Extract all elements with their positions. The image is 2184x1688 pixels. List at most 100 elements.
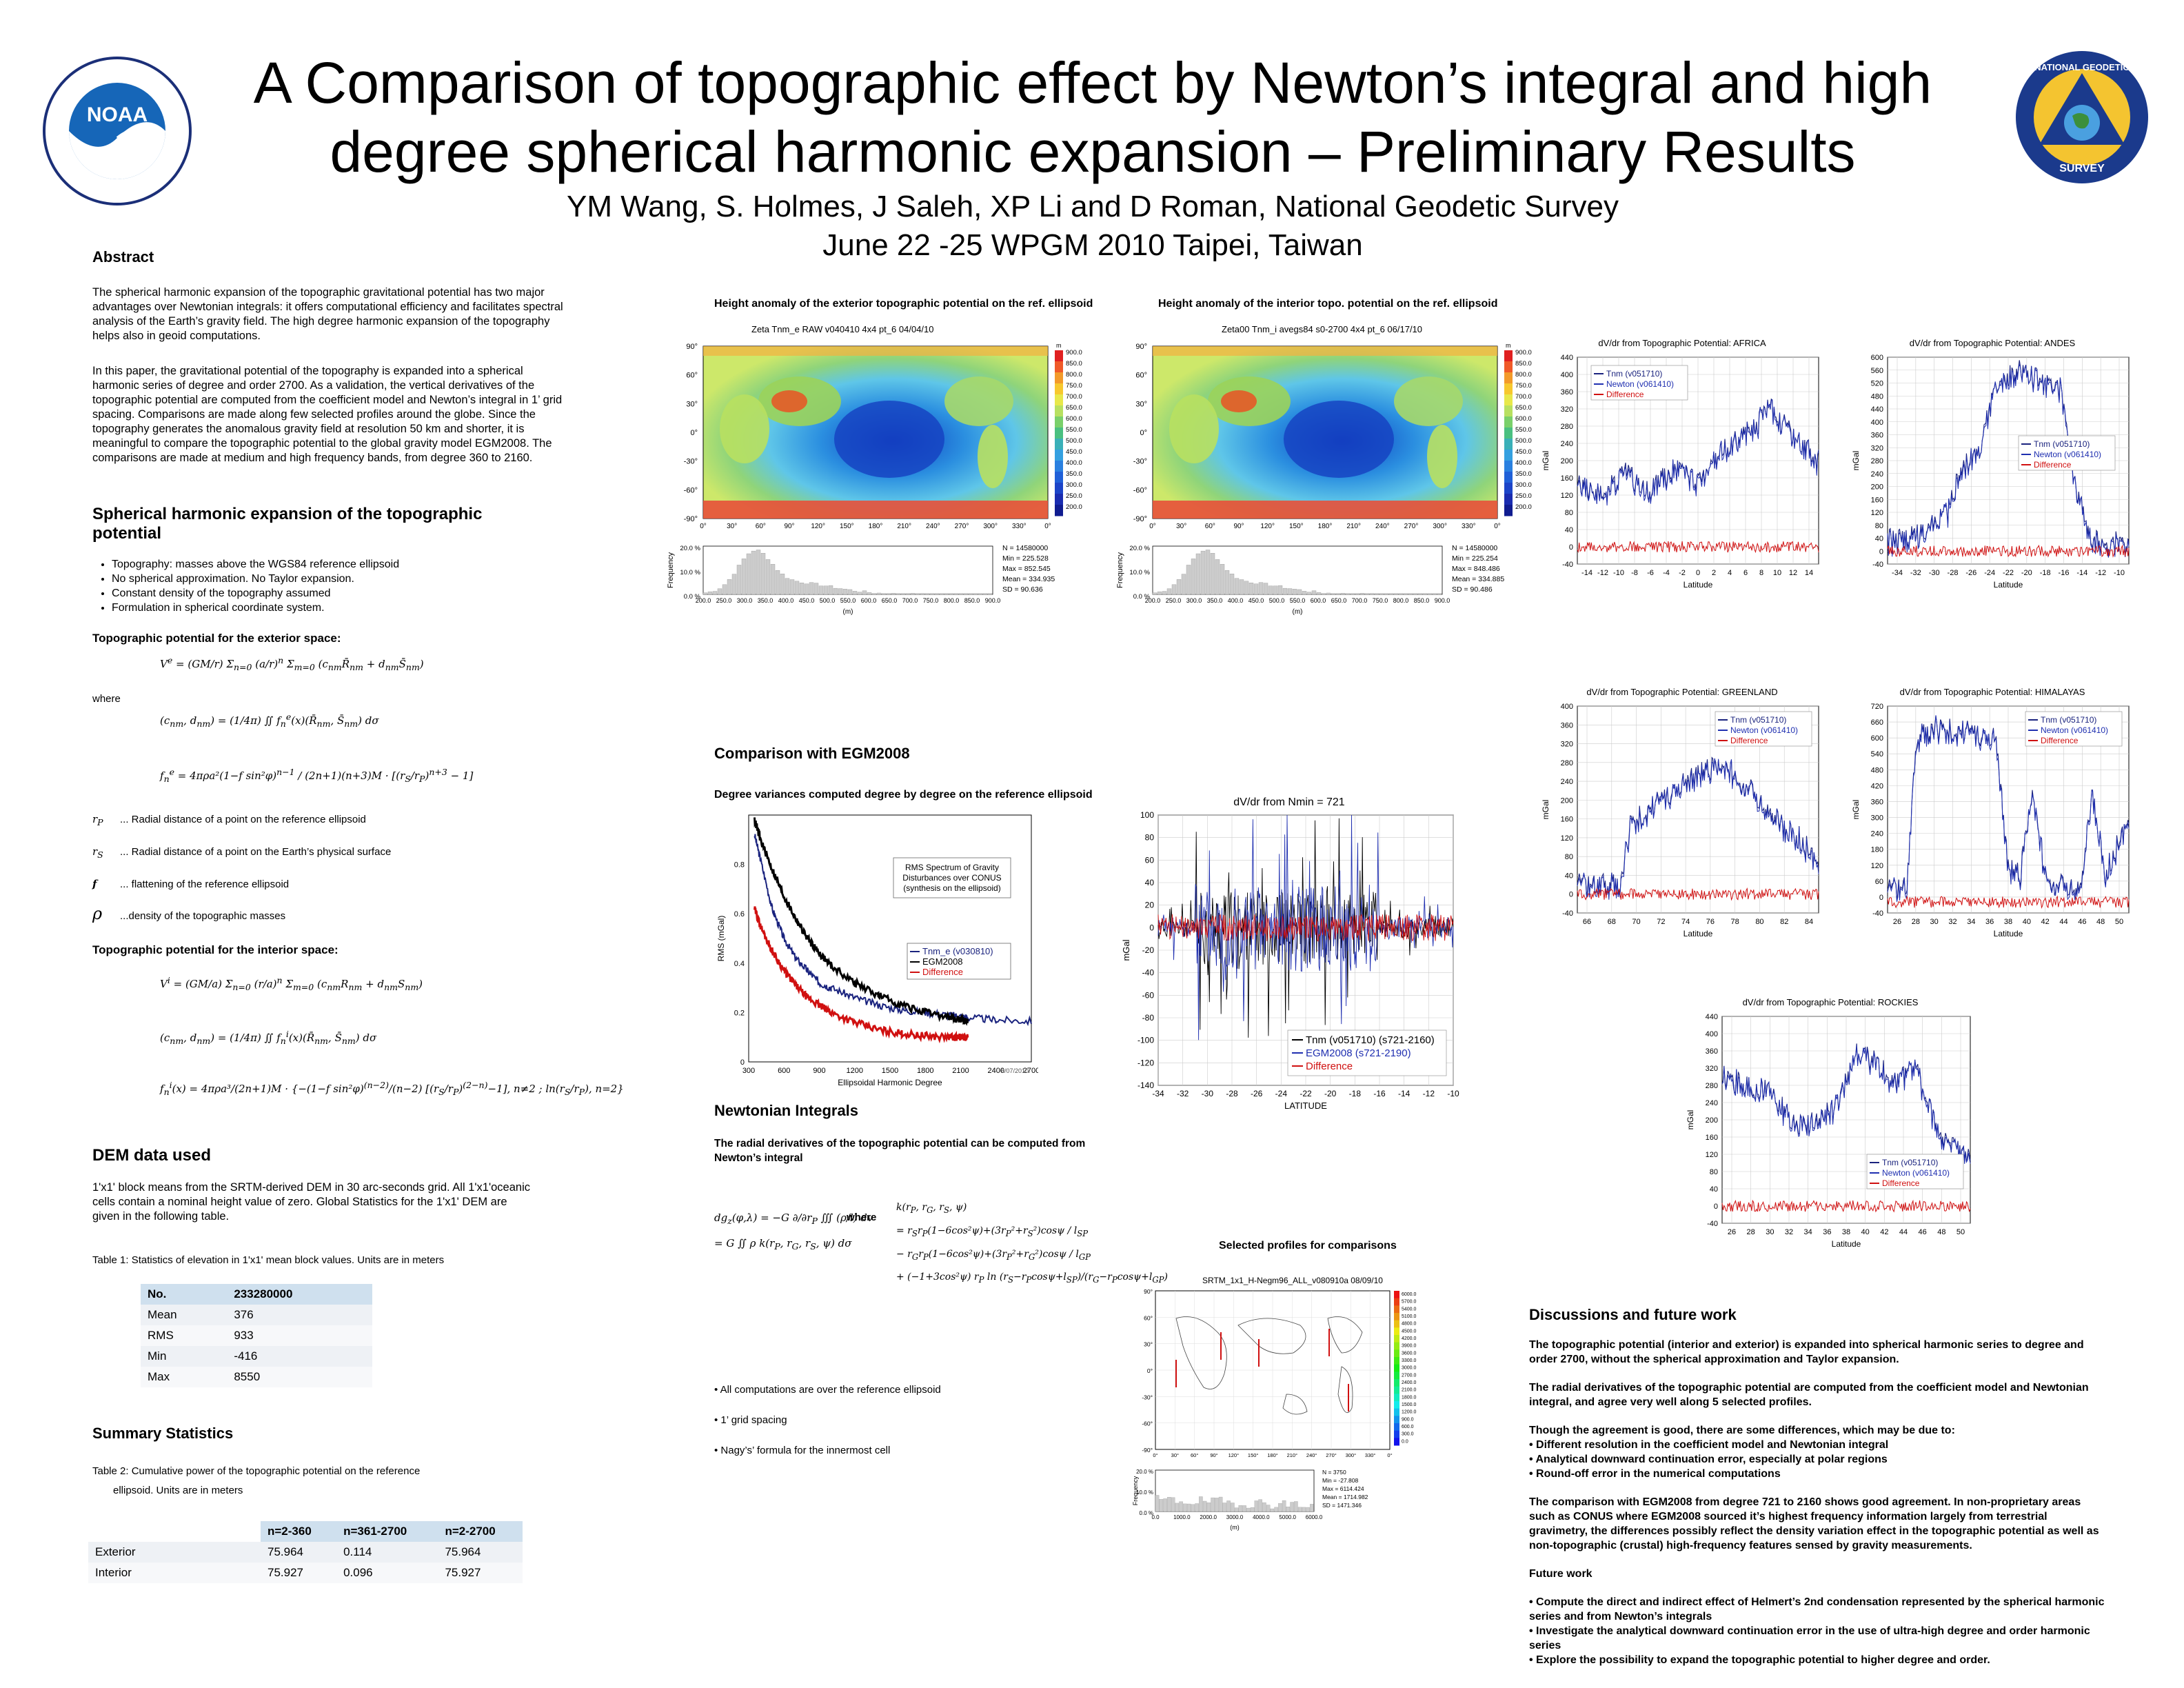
colorbar-label: 4200.0 [1402, 1336, 1417, 1341]
tick-label: 60° [756, 523, 766, 530]
tick-label: 320 [1706, 1065, 1718, 1073]
histogram-bar [1175, 1503, 1180, 1512]
table-row: n=2-360 n=361-2700 n=2-2700 [88, 1521, 523, 1542]
legend-entry: Tnm_e (v030810) [922, 946, 993, 956]
histogram-bar [1191, 1504, 1195, 1512]
legend-entry: Difference [2034, 460, 2072, 470]
tick-label: 76 [1706, 918, 1715, 926]
tick-label: 80 [1565, 509, 1573, 517]
colorbar-label: 2400.0 [1402, 1380, 1417, 1385]
series-line-difference [1887, 895, 2130, 909]
x-axis-label: Latitude [1994, 929, 2023, 938]
tick-label: 360 [1871, 798, 1883, 806]
discussion-p3: Though the agreement is good, there are … [1529, 1425, 1955, 1436]
tick-label: 0° [700, 523, 707, 530]
histogram-bar [1340, 593, 1346, 595]
histogram-bar [1215, 559, 1220, 595]
land-america [944, 376, 1013, 426]
series-line [754, 817, 969, 1026]
histogram-bar [1263, 583, 1268, 595]
hist-x-label: 350.0 [1207, 597, 1223, 604]
legend-entry: Tnm (v051710) (s721-2160) [1306, 1034, 1435, 1046]
tick-label: 30 [1930, 918, 1939, 926]
tick-label: 42 [1880, 1228, 1888, 1236]
newton-bullet: • 1’ grid spacing [714, 1414, 787, 1426]
tick-label: 44 [1899, 1228, 1908, 1236]
table-cell: 75.964 [445, 1545, 481, 1558]
tick-label: -60° [1142, 1420, 1153, 1427]
histogram-bar [1359, 593, 1365, 595]
tick-label: 0.4 [734, 960, 745, 968]
rockies-profile-chart: dV/dr from Topographic Potential: ROCKIE… [1682, 993, 1979, 1262]
chart-svg: 90°60°30°0°-30°-60°-90°0° 30° 60° 90° 120° 15… [1132, 1288, 1417, 1531]
tick-label: 46 [2078, 918, 2086, 926]
colorbar-label: 750.0 [1515, 382, 1532, 390]
tick-label: 32 [1948, 918, 1957, 926]
tick-label: 120° [1228, 1452, 1240, 1458]
tick-label: 210° [1287, 1452, 1298, 1458]
tick-label: 4 [1728, 569, 1732, 577]
y-axis-label: mGal [1686, 1110, 1695, 1130]
colorbar-swatch [1504, 383, 1513, 395]
histogram-bar [838, 588, 843, 595]
tick-label: -32 [1910, 569, 1921, 577]
land-samerica [978, 425, 1008, 488]
tick-label: 30° [1176, 523, 1186, 530]
tick-label: 330° [1365, 1452, 1376, 1458]
histogram-bar [1171, 1497, 1175, 1512]
tick-label: -40 [1707, 1220, 1718, 1228]
hist-x-label: 600.0 [861, 597, 877, 604]
hist-x-label: 200.0 [696, 597, 711, 604]
chart-svg: dV/dr from Topographic Potential: HIMALA… [1851, 687, 2130, 938]
histogram-bar [1316, 592, 1322, 595]
histogram-bar [1167, 1497, 1171, 1512]
colorbar-label: 3000.0 [1402, 1366, 1417, 1371]
histogram-bar [789, 579, 795, 595]
colorbar-swatch [1394, 1438, 1399, 1446]
legend-entry: Difference [1882, 1178, 1920, 1188]
tick-label: 240 [1706, 1099, 1718, 1107]
colorbar-label: 1200.0 [1402, 1410, 1417, 1415]
tick-label: 60° [686, 372, 698, 380]
colorbar-label: 5400.0 [1402, 1307, 1417, 1312]
tick-label: 48 [2096, 918, 2105, 926]
colorbar-swatch [1055, 428, 1063, 439]
colorbar-swatch [1504, 405, 1513, 417]
histogram-bar [910, 593, 916, 595]
tick-label: 0 [1569, 543, 1573, 552]
abstract-p1: The spherical harmonic expansion of the … [92, 286, 563, 342]
histogram-bar [1306, 1507, 1310, 1512]
histogram-bar [1191, 559, 1196, 595]
colorbar-swatch [1504, 350, 1513, 362]
tick-label: 480 [1871, 766, 1883, 774]
sh-bullet: Topography: masses above the WGS84 refer… [112, 557, 575, 572]
histogram-bar [1248, 583, 1254, 595]
tick-label: 120 [1871, 862, 1883, 870]
histogram-bar [1183, 1503, 1187, 1512]
ext-height-anomaly-map: Zeta Tnm_e RAW v040410 4x4 pt_6 04/04/10… [662, 319, 1103, 650]
legend-entry: Newton (v061410) [2034, 450, 2101, 459]
discussion-cause: • Analytical downward continuation error… [1529, 1454, 1888, 1465]
tick-label: -30° [1142, 1394, 1153, 1400]
histogram-bar [1226, 1500, 1231, 1512]
histogram-bar [1162, 591, 1167, 595]
colorbar-swatch [1394, 1298, 1399, 1306]
histogram-bar [1206, 1503, 1211, 1512]
colorbar-label: 3300.0 [1402, 1358, 1417, 1363]
histogram-bar [785, 578, 790, 595]
tick-label: 600 [1871, 734, 1883, 743]
legend-entry: Difference [1730, 736, 1768, 745]
stat-line: SD = 1471.346 [1322, 1502, 1362, 1509]
colorbar-swatch [1394, 1394, 1399, 1402]
histogram-bar [1202, 1500, 1207, 1512]
annotation-line: RMS Spectrum of Gravity [905, 863, 999, 872]
tick-label: 90° [784, 523, 794, 530]
colorbar-label: 5100.0 [1402, 1314, 1417, 1319]
stat-line: SD = 90.486 [1452, 585, 1493, 594]
legend-entry: Newton (v061410) [2041, 725, 2108, 735]
tick-label: 300° [1433, 523, 1447, 530]
tick-label: 30° [727, 523, 737, 530]
tick-label: 46 [1919, 1228, 1927, 1236]
tick-label: 1500 [882, 1067, 898, 1075]
stat-line: Min = 225.254 [1452, 554, 1498, 563]
